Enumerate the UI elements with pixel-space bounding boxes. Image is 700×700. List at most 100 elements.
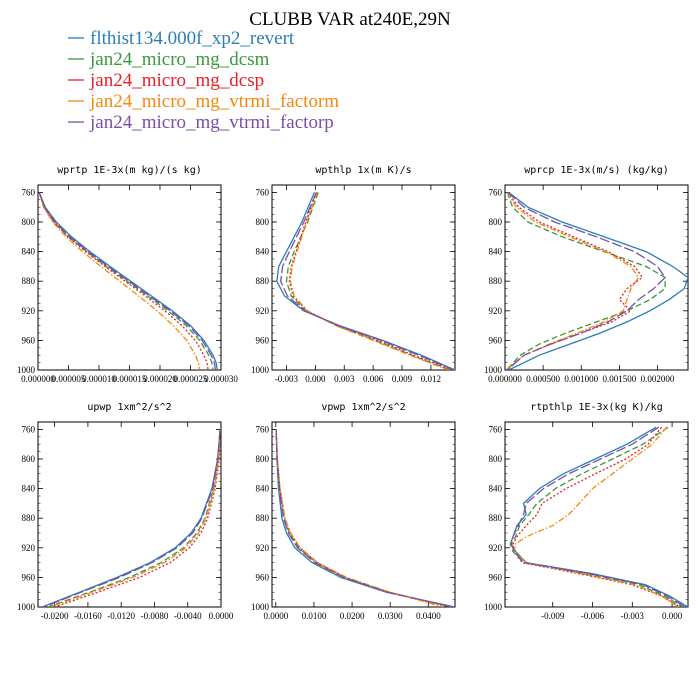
y-tick-label: 880: [256, 513, 270, 523]
x-tick-label: -0.006: [581, 611, 605, 621]
y-tick-label: 760: [256, 424, 270, 434]
series-line: [275, 429, 444, 607]
legend-label: jan24_micro_mg_vtrmi_factorp: [89, 112, 334, 133]
series-line: [508, 191, 688, 370]
series-line: [280, 192, 455, 370]
y-tick-label: 760: [256, 187, 270, 197]
x-tick-label: 0.001500: [603, 374, 637, 384]
x-tick-label: 0.006: [363, 374, 384, 384]
plot-frame: [37, 421, 222, 608]
series-line: [38, 192, 214, 370]
series-line: [38, 192, 218, 370]
y-tick-label: 840: [489, 247, 503, 257]
y-tick-label: 1000: [251, 602, 270, 612]
y-tick-label: 800: [22, 454, 36, 464]
series-line: [510, 426, 686, 607]
chart-panel: wprtp 1E-3x(m kg)/(s kg) 760 800 840 880 920 9…: [17, 165, 238, 384]
y-tick-label: 880: [256, 276, 270, 286]
series-line: [512, 426, 681, 607]
x-tick-label: 0.000015: [113, 374, 147, 384]
y-tick-label: 800: [256, 454, 270, 464]
y-tick-label: 800: [22, 217, 36, 227]
y-tick-label: 760: [22, 424, 36, 434]
panel-title: upwp 1xm^2/s^2: [87, 402, 171, 413]
y-tick-label: 960: [22, 572, 36, 582]
y-tick-label: 760: [489, 187, 503, 197]
y-tick-label: 920: [256, 306, 270, 316]
y-tick-label: 960: [256, 572, 270, 582]
panel-title: wprcp 1E-3x(m/s) (kg/kg): [524, 165, 669, 176]
y-tick-label: 880: [489, 276, 503, 286]
series-line: [54, 429, 221, 607]
y-tick-label: 760: [22, 187, 36, 197]
y-tick-label: 840: [489, 484, 503, 494]
y-tick-label: 960: [489, 335, 503, 345]
y-tick-label: 1000: [17, 602, 36, 612]
y-tick-label: 840: [22, 247, 36, 257]
y-tick-label: 920: [489, 543, 503, 553]
series-line: [47, 429, 221, 607]
legend-label: jan24_micro_mg_dcsm: [89, 49, 270, 70]
panel-title: rtpthlp 1E-3x(kg K)/kg: [530, 402, 662, 413]
x-tick-label: 0.000025: [174, 374, 208, 384]
y-tick-label: 1000: [17, 365, 36, 375]
panel-title: vpwp 1xm^2/s^2: [321, 402, 405, 413]
series-line: [509, 426, 688, 607]
legend-label: jan24_micro_mg_vtrmi_factorm: [89, 91, 339, 112]
x-tick-label: 0.000020: [143, 374, 177, 384]
chart-panel: rtpthlp 1E-3x(kg K)/kg 760 800 840 880 920 960…: [484, 402, 689, 621]
y-tick-label: 800: [489, 454, 503, 464]
x-tick-label: -0.003: [275, 374, 299, 384]
x-tick-label: 0.000030: [204, 374, 238, 384]
panel-title: wprtp 1E-3x(m kg)/(s kg): [57, 165, 202, 176]
x-tick-label: -0.0040: [174, 611, 202, 621]
x-tick-label: 0.0400: [416, 611, 441, 621]
x-tick-label: 0.0200: [340, 611, 365, 621]
figure-title: CLUBB VAR at240E,29N: [249, 9, 451, 30]
series-line: [275, 429, 454, 607]
x-tick-label: 0.0000: [263, 611, 288, 621]
y-tick-label: 800: [489, 217, 503, 227]
series-line: [275, 429, 452, 607]
panel-title: wpthlp 1x(m K)/s: [315, 165, 411, 176]
x-tick-label: 0.001000: [564, 374, 598, 384]
x-tick-label: 0.000: [662, 611, 683, 621]
x-tick-label: 0.000000: [488, 374, 522, 384]
y-tick-label: 920: [22, 306, 36, 316]
series-line: [276, 192, 455, 370]
y-tick-label: 1000: [484, 602, 503, 612]
series-line: [509, 426, 684, 607]
y-tick-label: 880: [489, 513, 503, 523]
y-tick-label: 920: [22, 543, 36, 553]
series-line: [38, 192, 217, 370]
legend: flthist134.000f_xp2_revertjan24_micro_mg…: [68, 28, 339, 133]
series-line: [513, 426, 680, 607]
series-line: [43, 429, 221, 607]
x-tick-label: -0.0120: [107, 611, 135, 621]
y-tick-label: 960: [256, 335, 270, 345]
series-line: [38, 192, 201, 370]
y-tick-label: 840: [22, 484, 36, 494]
x-tick-label: 0.000500: [526, 374, 560, 384]
plot-frame: [271, 184, 456, 371]
series-line: [506, 192, 644, 370]
series-line: [506, 192, 640, 370]
series-line: [50, 429, 221, 607]
panels: wprtp 1E-3x(m kg)/(s kg) 760 800 840 880 920 9…: [17, 165, 689, 621]
x-tick-label: -0.009: [541, 611, 565, 621]
x-tick-label: -0.003: [621, 611, 645, 621]
y-tick-label: 1000: [251, 365, 270, 375]
series-line: [275, 429, 451, 607]
legend-label: flthist134.000f_xp2_revert: [90, 28, 295, 49]
x-tick-label: -0.0080: [141, 611, 169, 621]
x-tick-label: 0.012: [421, 374, 441, 384]
plot-frame: [271, 421, 456, 608]
plot-frame: [504, 184, 689, 371]
x-tick-label: 0.003: [334, 374, 355, 384]
x-tick-label: 0.0300: [378, 611, 403, 621]
y-tick-label: 760: [489, 424, 503, 434]
y-tick-label: 920: [489, 306, 503, 316]
series-line: [506, 192, 666, 370]
series-line: [275, 429, 455, 607]
